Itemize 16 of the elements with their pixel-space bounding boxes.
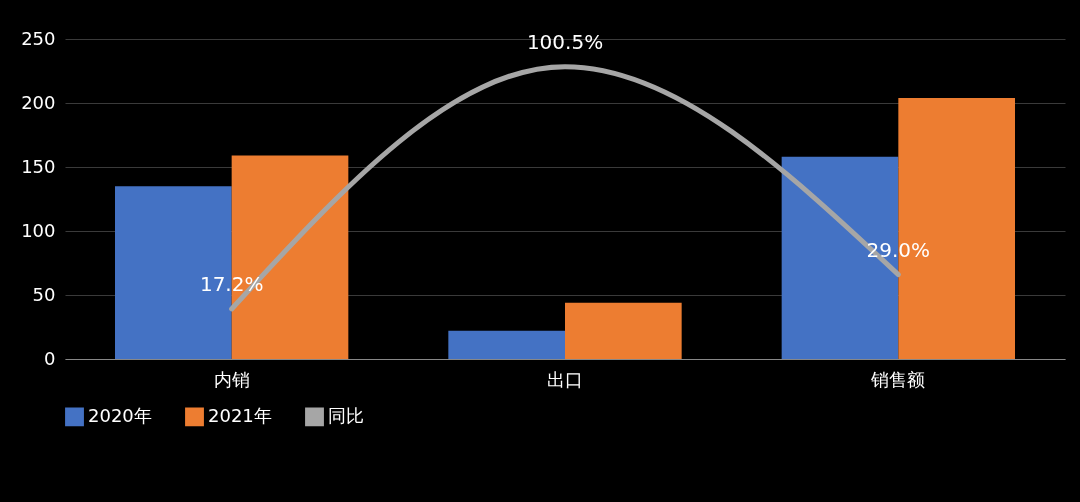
y-tick-label: 150 <box>21 155 56 177</box>
y-tick-label: 250 <box>21 27 56 49</box>
x-tick-label: 出口 <box>547 368 583 390</box>
bar <box>565 302 682 359</box>
y-tick-label: 50 <box>32 283 56 305</box>
bar <box>448 330 565 359</box>
y-tick-label: 200 <box>21 91 56 113</box>
data-label: 100.5% <box>526 29 604 54</box>
x-tick-label: 销售额 <box>870 368 926 390</box>
legend-label: 2021年 <box>208 404 272 426</box>
y-tick-label: 100 <box>21 219 56 241</box>
y-tick-label: 0 <box>44 347 56 369</box>
legend-label: 2020年 <box>88 404 152 426</box>
x-tick-label: 内销 <box>213 368 250 390</box>
legend-label: 同比 <box>328 404 364 426</box>
data-label: 17.2% <box>199 271 264 296</box>
